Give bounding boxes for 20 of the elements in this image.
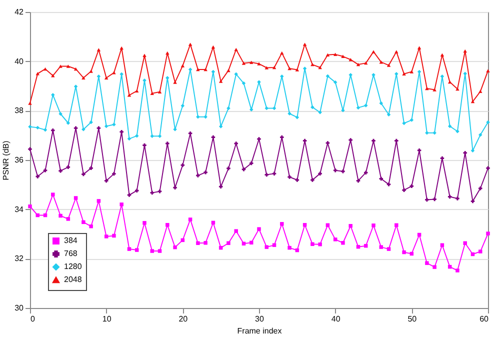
y-tick-label: 36 xyxy=(14,156,24,164)
y-tick-label: 32 xyxy=(14,254,24,264)
legend-label: 2048 xyxy=(64,275,82,284)
x-axis-title: Frame index xyxy=(237,326,282,336)
x-tick-label: 60 xyxy=(480,314,490,324)
legend-label: 768 xyxy=(64,249,78,258)
legend-label: 1280 xyxy=(64,262,82,271)
y-tick-label: 40 xyxy=(14,56,24,66)
x-tick-label: 40 xyxy=(331,314,341,324)
y-tick-label: 30 xyxy=(14,304,24,312)
y-axis-title: PSNR (dB) xyxy=(2,140,11,180)
x-tick-label: 10 xyxy=(102,314,112,324)
x-tick-label: 30 xyxy=(255,314,264,324)
y-tick-label: 38 xyxy=(14,106,24,116)
x-tick-label: 20 xyxy=(178,314,188,324)
y-tick-label: 42 xyxy=(14,8,24,16)
legend-label: 384 xyxy=(64,236,78,245)
x-tick-label: 0 xyxy=(30,314,36,324)
y-tick-label: 34 xyxy=(14,204,24,214)
x-tick-label: 50 xyxy=(408,314,418,324)
